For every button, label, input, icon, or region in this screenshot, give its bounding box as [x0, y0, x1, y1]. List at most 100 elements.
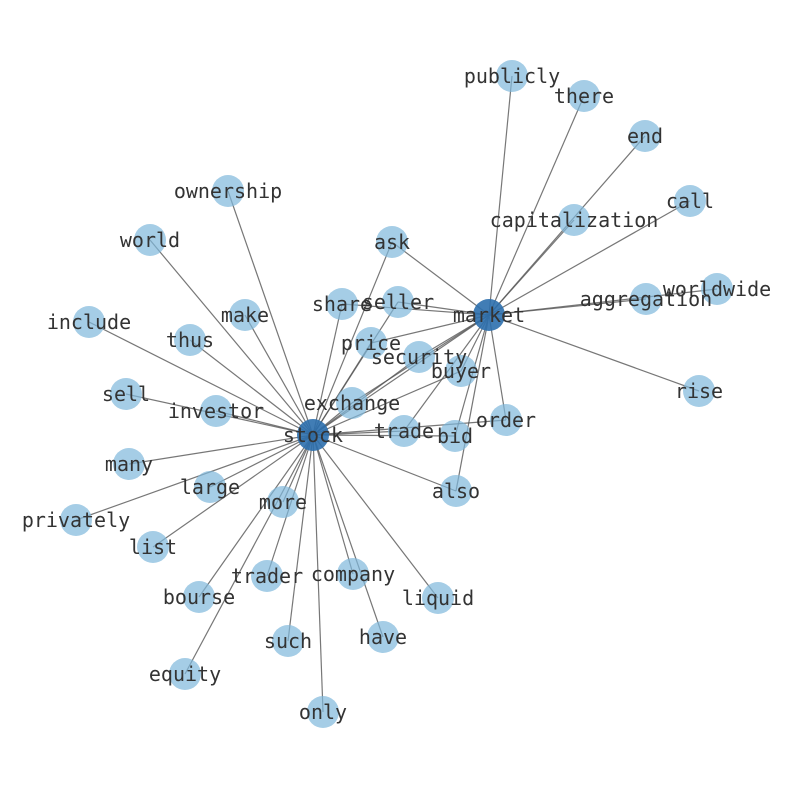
- node-thus: [174, 324, 206, 356]
- node-call: [674, 185, 706, 217]
- node-share: [326, 288, 358, 320]
- node-label-liquid: liquid: [402, 586, 474, 610]
- node-exchange: [336, 387, 368, 419]
- node-label-price: price: [341, 331, 401, 355]
- edge-stock-also: [312, 434, 457, 492]
- edge-stock-thus: [189, 339, 314, 436]
- node-label-company: company: [311, 562, 395, 586]
- node-label-list: list: [129, 535, 177, 559]
- edge-stock-seller: [312, 301, 399, 436]
- node-buyer: [445, 355, 477, 387]
- node-label-investor: investor: [168, 399, 264, 423]
- edge-stock-share: [312, 303, 343, 436]
- node-trader: [251, 560, 283, 592]
- edge-market-aggregation: [488, 298, 647, 316]
- node-investor: [200, 395, 232, 427]
- node-more: [267, 486, 299, 518]
- edge-market-call: [488, 200, 691, 316]
- node-stock: [297, 419, 329, 451]
- edge-stock-ownership: [227, 190, 314, 436]
- node-price: [355, 327, 387, 359]
- node-such: [272, 625, 304, 657]
- edge-stock-list: [152, 434, 314, 548]
- node-liquid: [422, 582, 454, 614]
- edge-market-there: [488, 95, 585, 316]
- node-label-trader: trader: [231, 564, 303, 588]
- edge-market-order: [488, 314, 507, 421]
- node-label-there: there: [554, 84, 614, 108]
- node-order: [490, 404, 522, 436]
- node-label-bourse: bourse: [163, 585, 235, 609]
- edge-market-publicly: [488, 75, 513, 316]
- node-label-end: end: [627, 124, 663, 148]
- edge-stock-large: [209, 434, 314, 488]
- node-end: [629, 120, 661, 152]
- edge-stock-investor: [215, 410, 314, 436]
- node-label-ask: ask: [374, 230, 410, 254]
- node-equity: [169, 658, 201, 690]
- edge-stock-such: [287, 434, 314, 642]
- edge-stock-equity: [184, 434, 314, 675]
- node-seller: [382, 286, 414, 318]
- node-rise: [683, 375, 715, 407]
- node-many: [113, 448, 145, 480]
- edge-stock-only: [312, 434, 324, 713]
- node-label-security: security: [371, 345, 467, 369]
- node-label-order: order: [476, 408, 536, 432]
- node-label-have: have: [359, 625, 407, 649]
- edge-market-share: [341, 303, 490, 316]
- edge-stock-have: [312, 434, 384, 638]
- node-privately: [60, 504, 92, 536]
- node-label-bid: bid: [437, 424, 473, 448]
- node-ownership: [212, 175, 244, 207]
- edge-stock-bid: [312, 434, 456, 437]
- node-label-privately: privately: [22, 508, 130, 532]
- edge-market-capitalization: [488, 219, 575, 316]
- node-ask: [376, 226, 408, 258]
- node-label-market: market: [453, 303, 525, 327]
- node-security: [403, 341, 435, 373]
- node-label-trade: trade: [374, 419, 434, 443]
- node-label-many: many: [105, 452, 153, 476]
- node-have: [367, 621, 399, 653]
- edge-stock-company: [312, 434, 354, 575]
- node-large: [194, 471, 226, 503]
- node-label-thus: thus: [166, 328, 214, 352]
- node-label-also: also: [432, 479, 480, 503]
- node-label-world: world: [120, 228, 180, 252]
- node-label-only: only: [299, 700, 347, 724]
- node-label-worldwide: worldwide: [663, 277, 771, 301]
- edge-stock-include: [88, 321, 314, 436]
- edge-stock-bourse: [198, 434, 314, 598]
- node-capitalization: [558, 204, 590, 236]
- node-there: [568, 80, 600, 112]
- node-only: [307, 696, 339, 728]
- node-make: [229, 299, 261, 331]
- edge-stock-privately: [75, 434, 314, 521]
- node-publicly: [496, 60, 528, 92]
- node-label-stock: stock: [283, 423, 343, 447]
- edge-market-price: [370, 314, 490, 344]
- node-company: [337, 558, 369, 590]
- node-label-capitalization: capitalization: [490, 208, 659, 232]
- node-label-more: more: [259, 490, 307, 514]
- edge-stock-make: [244, 314, 314, 436]
- node-label-buyer: buyer: [431, 359, 491, 383]
- edge-stock-ask: [312, 241, 393, 436]
- node-label-share: share: [312, 292, 372, 316]
- node-worldwide: [701, 273, 733, 305]
- edge-market-rise: [488, 314, 700, 392]
- node-label-aggregation: aggregation: [580, 287, 712, 311]
- node-label-rise: rise: [675, 379, 723, 403]
- node-label-publicly: publicly: [464, 64, 560, 88]
- node-trade: [388, 415, 420, 447]
- node-label-ownership: ownership: [174, 179, 282, 203]
- node-label-large: large: [180, 475, 240, 499]
- node-bid: [439, 420, 471, 452]
- edge-stock-liquid: [312, 434, 439, 599]
- node-sell: [110, 378, 142, 410]
- edge-market-also: [455, 314, 490, 492]
- node-label-equity: equity: [149, 662, 221, 686]
